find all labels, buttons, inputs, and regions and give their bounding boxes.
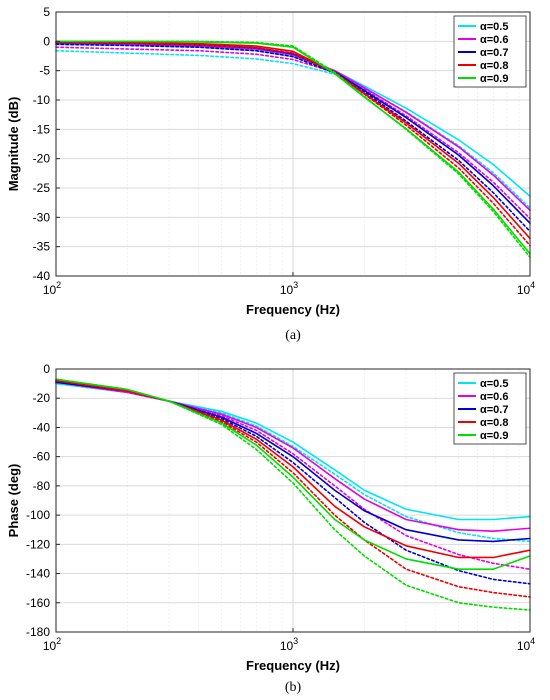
x-tick-exponent: 4 <box>530 280 535 290</box>
legend-entry: α=0.8 <box>480 60 508 72</box>
series-line-solid-8 <box>55 40 531 255</box>
x-tick-label: 102 <box>43 636 61 653</box>
y-tick-label: -40 <box>33 420 51 434</box>
x-tick-base: 10 <box>517 639 531 653</box>
y-tick-label: -30 <box>33 210 51 224</box>
y-tick-label: -25 <box>33 181 51 195</box>
y-axis-label: Phase (deg) <box>6 464 21 538</box>
series-line-dotted-7 <box>55 41 531 247</box>
y-tick-label: -140 <box>26 567 50 581</box>
y-tick-label: -80 <box>33 479 51 493</box>
series-line-solid-2 <box>55 42 531 212</box>
x-tick-exponent: 4 <box>530 636 535 646</box>
legend: α=0.5α=0.6α=0.7α=0.8α=0.9 <box>453 15 527 88</box>
y-tick-label: -20 <box>33 152 51 166</box>
x-tick-label: 103 <box>280 280 298 297</box>
y-tick-label: -5 <box>39 64 50 78</box>
legend-entry: α=0.7 <box>480 47 508 59</box>
x-tick-exponent: 3 <box>293 636 298 646</box>
y-tick-label: 0 <box>43 362 50 376</box>
y-tick-label: -180 <box>26 625 50 639</box>
x-tick-base: 10 <box>43 283 57 297</box>
y-tick-label: -10 <box>33 93 51 107</box>
legend-entry: α=0.7 <box>480 404 508 416</box>
chart-caption: (a) <box>285 328 301 343</box>
series-group <box>55 378 531 611</box>
legend: α=0.5α=0.6α=0.7α=0.8α=0.9 <box>453 372 527 445</box>
x-tick-label: 102 <box>43 280 61 297</box>
x-axis-label: Frequency (Hz) <box>246 658 340 673</box>
x-tick-base: 10 <box>43 639 57 653</box>
y-tick-label: -100 <box>26 508 50 522</box>
legend-entry: α=0.5 <box>480 378 508 390</box>
x-tick-label: 104 <box>517 280 535 297</box>
phase-chart-panel: 0 -20 -40 -60 -80 -100 -120 -140 -160 -180 102 103 1… <box>0 350 550 700</box>
x-tick-exponent: 3 <box>293 280 298 290</box>
series-line-dotted-9 <box>55 378 531 611</box>
y-axis-label: Magnitude (dB) <box>6 97 21 192</box>
magnitude-chart-panel: 5 0 -5 -10 -15 -20 -25 -30 -35 -40 102 103 104 Freque… <box>6 5 535 343</box>
x-tick-base: 10 <box>517 283 531 297</box>
x-tick-exponent: 2 <box>56 636 61 646</box>
legend-entry: α=0.8 <box>480 417 508 429</box>
x-tick-label: 104 <box>517 636 535 653</box>
y-tick-label: -35 <box>33 240 51 254</box>
legend-entry: α=0.9 <box>480 430 508 442</box>
y-tick-label: -60 <box>33 450 51 464</box>
y-tick-label: -15 <box>33 122 51 136</box>
chart-caption: (b) <box>285 680 302 695</box>
series-line-dotted-9 <box>55 40 531 259</box>
y-tick-label: -40 <box>33 269 51 283</box>
legend-entry: α=0.5 <box>480 21 508 33</box>
x-tick-exponent: 2 <box>56 280 61 290</box>
legend-entry: α=0.6 <box>480 34 508 46</box>
y-tick-label: -20 <box>33 391 51 405</box>
x-tick-label: 103 <box>280 636 298 653</box>
series-group <box>55 40 531 259</box>
y-tick-label: -120 <box>26 537 50 551</box>
x-tick-base: 10 <box>280 283 294 297</box>
y-tick-label: -160 <box>26 596 50 610</box>
legend-entry: α=0.6 <box>480 391 508 403</box>
legend-entry: α=0.9 <box>480 73 508 85</box>
y-tick-label: 0 <box>43 34 50 48</box>
x-tick-base: 10 <box>280 639 294 653</box>
x-axis-label: Frequency (Hz) <box>246 302 340 317</box>
y-tick-label: 5 <box>43 5 50 19</box>
